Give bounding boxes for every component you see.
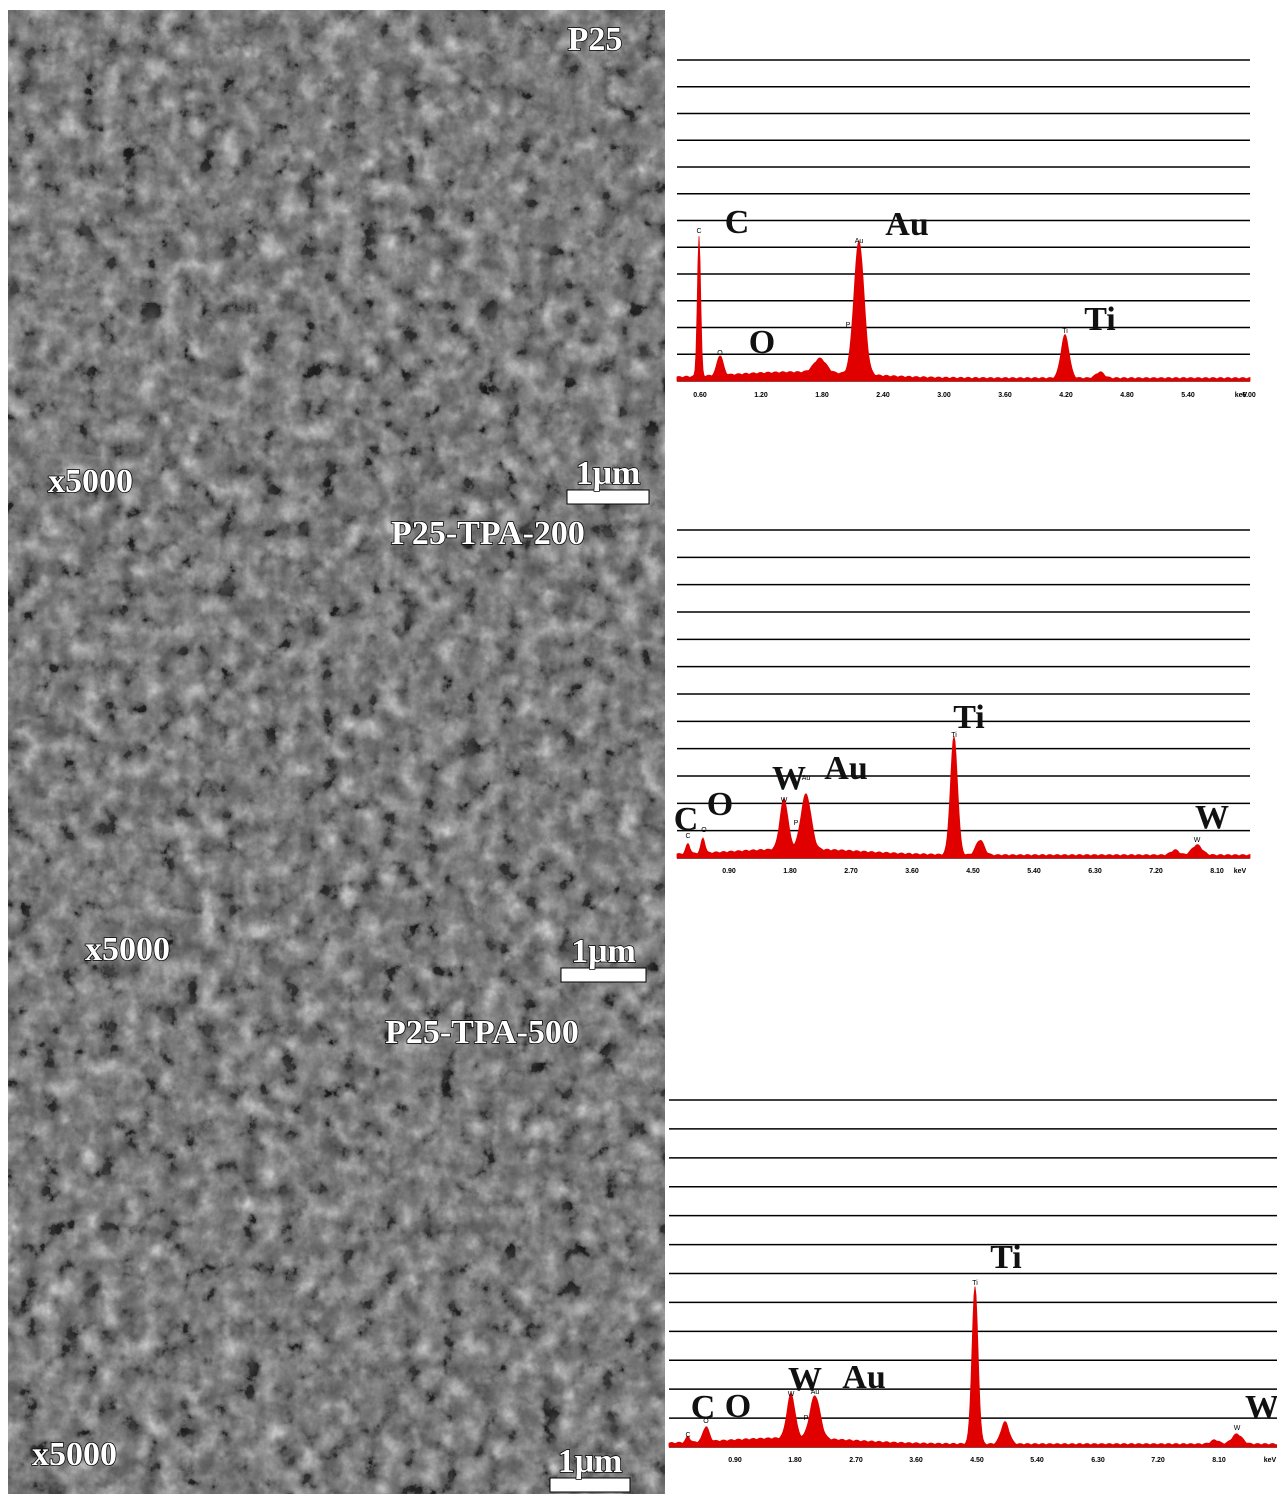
element-label: O: [725, 1388, 751, 1425]
peak-marker: Ti: [1062, 328, 1068, 335]
peak-marker: Au: [855, 238, 864, 245]
element-label: Ti: [953, 699, 985, 736]
scale-bar-label: 1μm: [571, 933, 636, 970]
magnification: x5000: [48, 463, 133, 500]
element-label: Au: [824, 750, 867, 787]
x-tick-label: 5.40: [1027, 868, 1041, 875]
element-label: Ti: [1084, 301, 1116, 338]
x-tick-label: 7.20: [1151, 1457, 1165, 1464]
x-tick-label: 1.80: [788, 1457, 802, 1464]
element-label: C: [674, 801, 699, 838]
x-tick-label: 0.90: [728, 1457, 742, 1464]
x-tick-label: 1.80: [783, 868, 797, 875]
element-label: Au: [842, 1359, 885, 1396]
scale-bar-label: 1μm: [576, 455, 641, 492]
x-tick-label: 1.20: [754, 392, 768, 399]
peak-marker: P: [794, 820, 799, 827]
peak-marker: O: [701, 827, 707, 834]
element-label: W: [1245, 1389, 1277, 1426]
x-tick-label: 4.50: [970, 1457, 984, 1464]
element-label: C: [725, 204, 750, 241]
scale-bar-label: 1μm: [558, 1443, 623, 1480]
x-tick-label: 0.90: [722, 868, 736, 875]
spectrum: [669, 1287, 1277, 1448]
x-tick-label: 3.60: [905, 868, 919, 875]
peak-marker: Ti: [972, 1280, 978, 1287]
peak-marker: C: [696, 228, 701, 235]
x-tick-label: 5.40: [1030, 1457, 1044, 1464]
x-tick-label: 4.50: [966, 868, 980, 875]
element-label: O: [707, 786, 733, 823]
peak-marker: W: [781, 797, 788, 804]
peak-marker: P: [804, 1415, 809, 1422]
sem-texture: [8, 508, 665, 995]
x-tick-label: keV: [1235, 392, 1248, 399]
element-label: Ti: [990, 1239, 1022, 1276]
element-label: C: [691, 1389, 716, 1426]
x-tick-label: 6.30: [1088, 868, 1102, 875]
x-tick-label: 6.30: [1091, 1457, 1105, 1464]
scale-bar: [561, 968, 646, 982]
x-tick-label: 3.60: [909, 1457, 923, 1464]
sample-label: P25: [568, 21, 623, 58]
element-label: W: [1195, 799, 1229, 836]
x-tick-label: 3.00: [937, 392, 951, 399]
x-tick-label: 2.40: [876, 392, 890, 399]
figure: P25 x5000 1μm 0.60 1.20 1.80 2.40 3.00 3.60 4.20 4…: [0, 0, 1277, 1494]
x-tick-label: 7.20: [1149, 868, 1163, 875]
x-tick-label: 4.20: [1059, 392, 1073, 399]
peak-marker: P: [846, 322, 851, 329]
magnification: x5000: [32, 1436, 117, 1473]
x-tick-label: 4.80: [1120, 392, 1134, 399]
x-tick-label: 1.80: [815, 392, 829, 399]
x-tick-label: 5.40: [1181, 392, 1195, 399]
element-label: W: [772, 760, 806, 797]
sample-label: P25-TPA-500: [385, 1014, 579, 1051]
sem-texture: [8, 995, 665, 1494]
x-tick-label: 2.70: [849, 1457, 863, 1464]
element-label: O: [749, 324, 775, 361]
scale-bar: [550, 1478, 630, 1492]
peak-marker: C: [685, 1432, 690, 1439]
peak-marker: W: [1194, 837, 1201, 844]
x-tick-label: 3.60: [998, 392, 1012, 399]
element-label: Au: [885, 206, 928, 243]
peak-marker: W: [1234, 1425, 1241, 1432]
scale-bar: [567, 490, 649, 504]
x-tick-label: 0.60: [693, 392, 707, 399]
peak-marker: O: [717, 350, 723, 357]
element-label: W: [788, 1361, 822, 1398]
x-tick-label: 8.10: [1212, 1457, 1226, 1464]
sem-texture: [8, 10, 665, 508]
x-tick-label: 2.70: [844, 868, 858, 875]
x-tick-label: keV: [1264, 1457, 1277, 1464]
x-tick-label: keV: [1234, 868, 1247, 875]
x-tick-label: 8.10: [1210, 868, 1224, 875]
magnification: x5000: [85, 931, 170, 968]
sample-label: P25-TPA-200: [391, 515, 585, 552]
spectrum: [677, 736, 1250, 858]
